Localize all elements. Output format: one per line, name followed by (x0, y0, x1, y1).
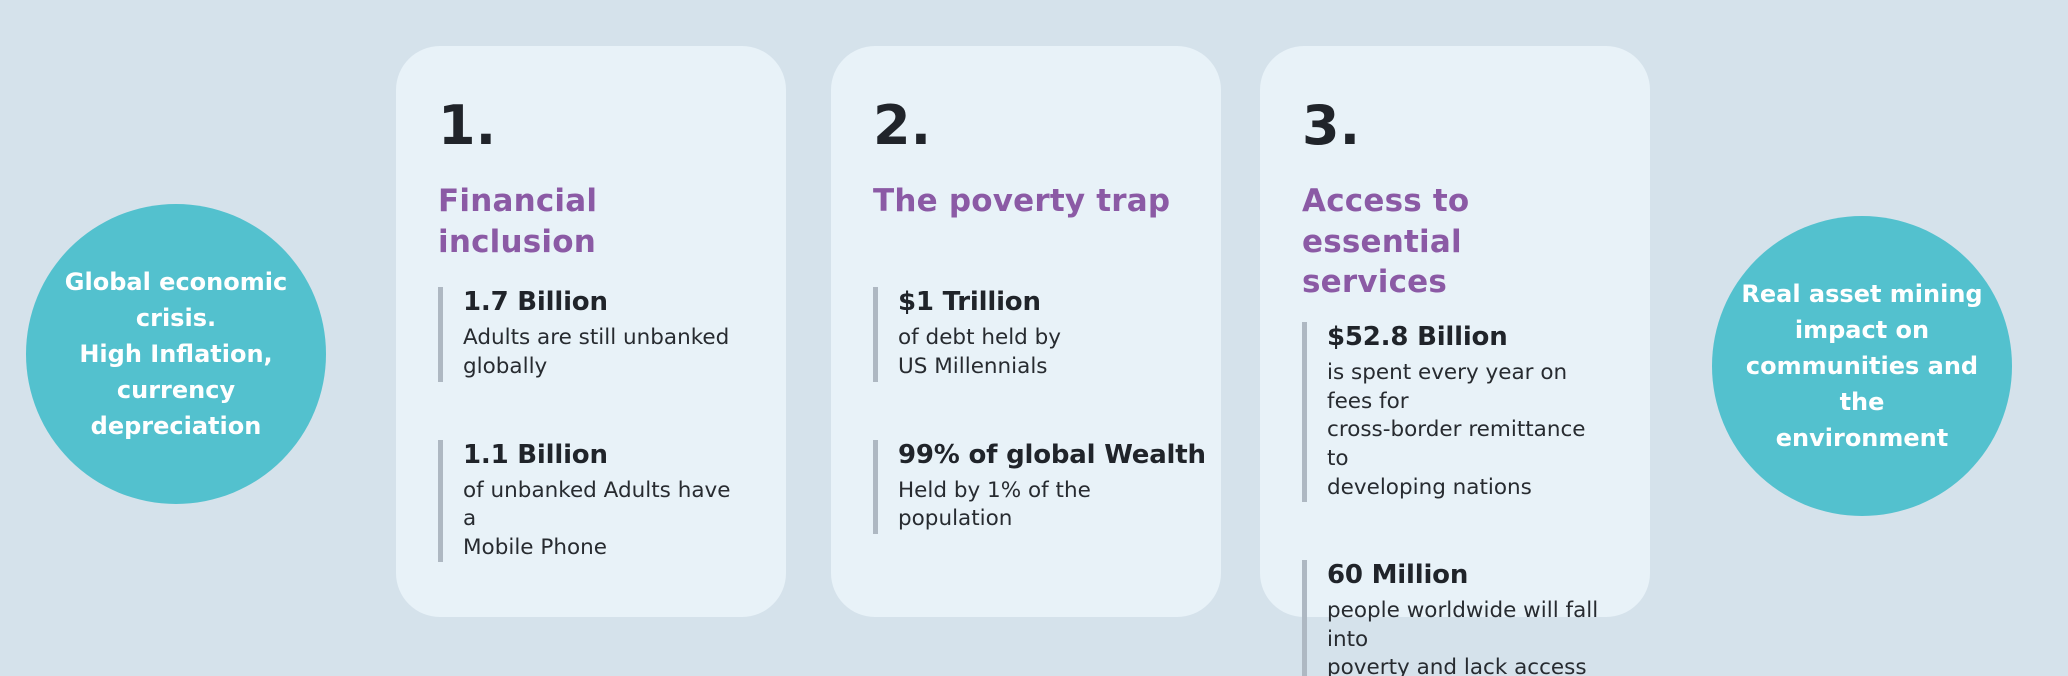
card-title: Access to essential services (1302, 183, 1470, 300)
stat-description: of unbanked Adults have a Mobile Phone (463, 477, 731, 560)
card-title: The poverty trap (873, 183, 1171, 220)
stat-unbanked-mobile: 1.1 Billion of unbanked Adults have a Mo… (438, 439, 746, 563)
stat-description: Held by 1% of the population (898, 477, 1091, 532)
stat-value: $52.8 Billion (1327, 322, 1508, 353)
card-number: 2. (873, 94, 932, 157)
card-essential-services: 3. Access to essential services $52.8 Bi… (1260, 46, 1650, 676)
stat-remittance-fees: $52.8 Billion is spent every year on fee… (1302, 322, 1610, 503)
left-context-circle: Global economic crisis. High Inflation, … (26, 204, 326, 504)
stat-description: people worldwide will fall into poverty … (1327, 598, 1599, 676)
stat-value: $1 Trillion (898, 287, 1041, 318)
stat-millennial-debt: $1 Trillion of debt held by US Millennia… (873, 287, 1181, 382)
stat-value: 60 Million (1327, 560, 1469, 591)
stat-unbanked-adults: 1.7 Billion Adults are still unbanked gl… (438, 287, 746, 382)
card-number: 3. (1302, 94, 1361, 157)
card-number: 1. (438, 94, 497, 157)
stat-wealth-concentration: 99% of global Wealth Held by 1% of the p… (873, 439, 1206, 534)
stat-description: of debt held by US Millennials (898, 325, 1062, 379)
right-context-circle: Real asset mining impact on communities … (1712, 216, 2012, 516)
card-financial-inclusion: 1. Financial inclusion 1.7 Billion Adult… (396, 46, 786, 617)
stat-description: Adults are still unbanked globally (463, 325, 730, 379)
right-circle-text: Real asset mining impact on communities … (1741, 280, 1983, 452)
card-title: Financial inclusion (438, 183, 598, 260)
stat-value: 1.7 Billion (463, 287, 608, 318)
card-poverty-trap: 2. The poverty trap $1 Trillion of debt … (831, 46, 1221, 617)
stat-description: is spent every year on fees for cross-bo… (1327, 360, 1586, 500)
left-circle-text: Global economic crisis. High Inflation, … (64, 268, 288, 440)
stat-value: 99% of global Wealth (898, 439, 1206, 470)
stat-value: 1.1 Billion (463, 439, 608, 470)
stat-poverty-access: 60 Million people worldwide will fall in… (1302, 560, 1610, 676)
